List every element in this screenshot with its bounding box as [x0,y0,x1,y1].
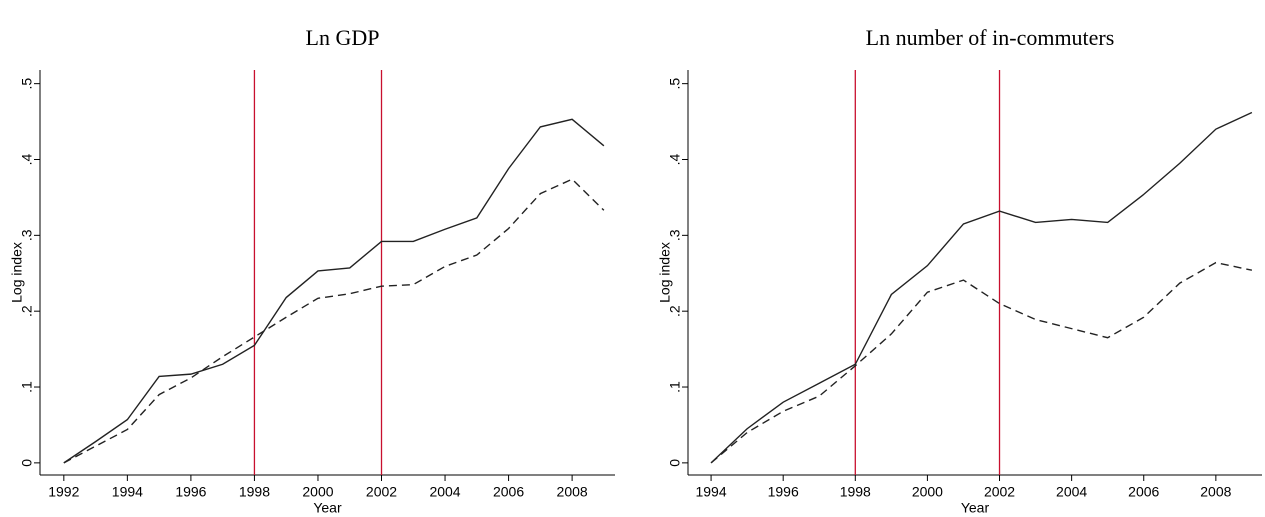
data-line [63,118,605,464]
chart-title: Ln GDP [306,25,380,50]
y-tick-label: 0 [667,459,683,467]
x-tick-label: 1994 [112,484,143,500]
x-tick-label: 1998 [239,484,270,500]
x-tick-label: 2006 [1128,484,1159,500]
data-line [63,178,605,464]
y-tick-label: .1 [19,381,35,393]
y-axis-label: Log index [657,242,673,303]
y-tick-label: .5 [19,78,35,90]
chart-title: Ln number of in-commuters [866,25,1115,50]
y-tick-label: .2 [667,305,683,317]
x-tick-label: 2008 [557,484,588,500]
y-tick-label: .2 [19,305,35,317]
x-tick-label: 1994 [695,484,726,500]
x-tick-label: 2002 [366,484,397,500]
x-axis-label: Year [961,500,990,516]
x-tick-label: 2006 [493,484,524,500]
y-tick-label: 0 [19,459,35,467]
x-tick-label: 1996 [175,484,206,500]
y-axis-label: Log index [9,242,25,303]
x-tick-label: 2000 [302,484,333,500]
y-tick-label: .1 [667,381,683,393]
data-line [710,111,1253,464]
y-tick-label: .4 [667,153,683,165]
x-tick-label: 2002 [984,484,1015,500]
x-axis-label: Year [313,500,342,516]
y-tick-label: .5 [667,78,683,90]
x-tick-label: 2004 [1056,484,1087,500]
x-tick-label: 2000 [912,484,943,500]
x-tick-label: 1992 [48,484,79,500]
x-tick-label: 1996 [768,484,799,500]
x-tick-label: 1998 [840,484,871,500]
data-line [710,261,1253,464]
x-tick-label: 2004 [429,484,460,500]
y-tick-label: .3 [19,229,35,241]
y-tick-label: .4 [19,153,35,165]
x-tick-label: 2008 [1200,484,1231,500]
y-tick-label: .3 [667,229,683,241]
